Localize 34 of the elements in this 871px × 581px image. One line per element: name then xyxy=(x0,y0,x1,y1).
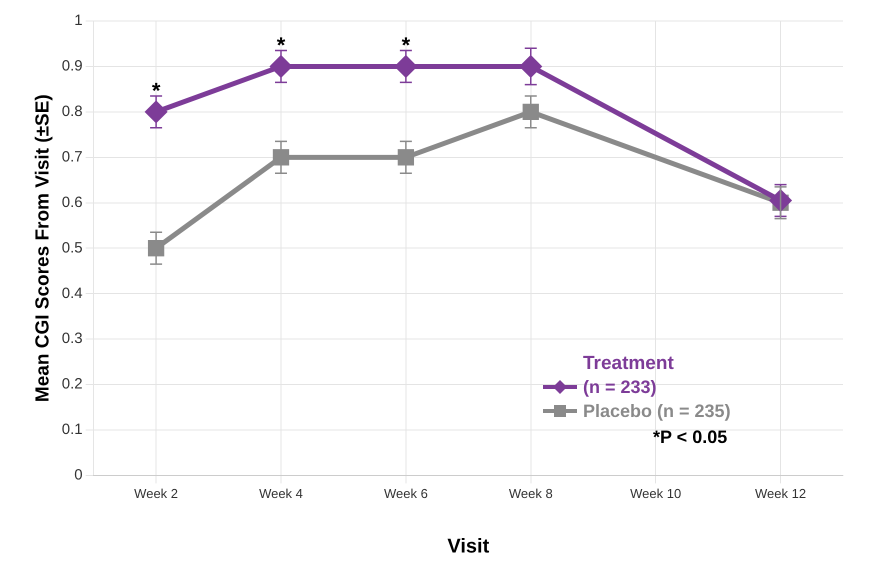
legend-label: Placebo (n = 235) xyxy=(583,400,731,422)
x-axis-title: Visit xyxy=(447,536,490,558)
legend-title: Treatment xyxy=(583,353,675,375)
legend-label: (n = 233) xyxy=(583,376,657,398)
point xyxy=(398,149,414,166)
point xyxy=(272,149,290,166)
point xyxy=(270,56,292,77)
y-tick-label: 0.8 xyxy=(62,103,83,120)
point xyxy=(146,101,167,122)
y-tick-label: 1 xyxy=(74,12,83,30)
point xyxy=(520,56,542,77)
y-tick-label: 0.7 xyxy=(62,148,83,166)
x-tick-label: Week 8 xyxy=(508,486,553,501)
x-tick-label: Week 12 xyxy=(755,486,806,501)
y-tick-label: 0.6 xyxy=(62,194,83,211)
y-tick-label: 0.9 xyxy=(62,58,83,75)
y-tick-label: 0.4 xyxy=(62,284,83,302)
annotation: * xyxy=(152,78,161,103)
y-axis-title: Mean CGI Scores From Visit (±SE) xyxy=(32,94,54,402)
point xyxy=(522,104,539,120)
x-tick-label: Week 6 xyxy=(384,486,428,501)
point xyxy=(148,240,164,256)
x-tick-label: Week 2 xyxy=(134,486,178,501)
y-tick-label: 0.3 xyxy=(62,330,83,348)
point xyxy=(395,56,416,77)
annotation: * xyxy=(402,32,411,58)
x-tick-label: Week 4 xyxy=(259,486,303,501)
y-tick-label: 0.1 xyxy=(62,421,83,438)
annotation: * xyxy=(276,32,286,58)
y-tick-label: 0.2 xyxy=(62,376,83,393)
annotation: *P < 0.05 xyxy=(653,427,728,448)
y-tick-label: 0 xyxy=(74,466,83,484)
y-tick-label: 0.5 xyxy=(62,239,83,256)
x-tick-label: Week 10 xyxy=(630,486,682,501)
